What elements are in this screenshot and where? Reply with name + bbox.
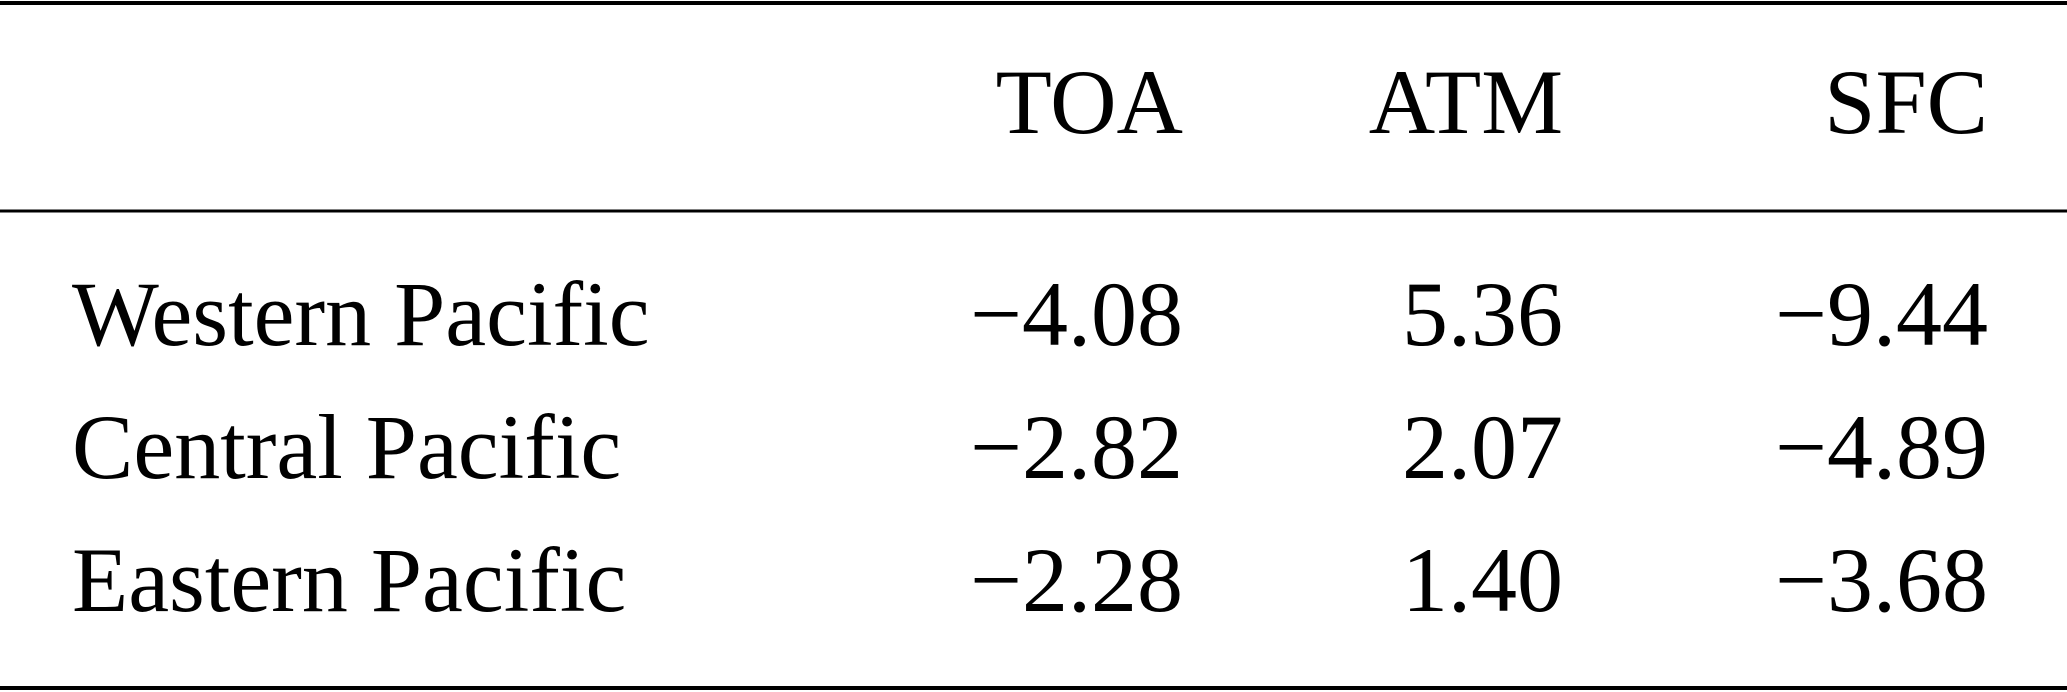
column-header: TOA — [996, 51, 1183, 153]
row-label: Central Pacific — [72, 396, 621, 498]
column-header: SFC — [1824, 51, 1988, 153]
cell-value: −4.08 — [970, 263, 1183, 365]
row-label: Eastern Pacific — [72, 529, 626, 631]
cell-value: 5.36 — [1402, 263, 1563, 365]
cell-value: −3.68 — [1775, 529, 1988, 631]
cell-value: −4.89 — [1775, 396, 1988, 498]
cell-value: −9.44 — [1775, 263, 1988, 365]
cell-value: −2.28 — [970, 529, 1183, 631]
row-label: Western Pacific — [72, 263, 650, 365]
cell-value: 2.07 — [1402, 396, 1563, 498]
column-header: ATM — [1369, 51, 1563, 153]
cell-value: 1.40 — [1402, 529, 1563, 631]
cell-value: −2.82 — [970, 396, 1183, 498]
